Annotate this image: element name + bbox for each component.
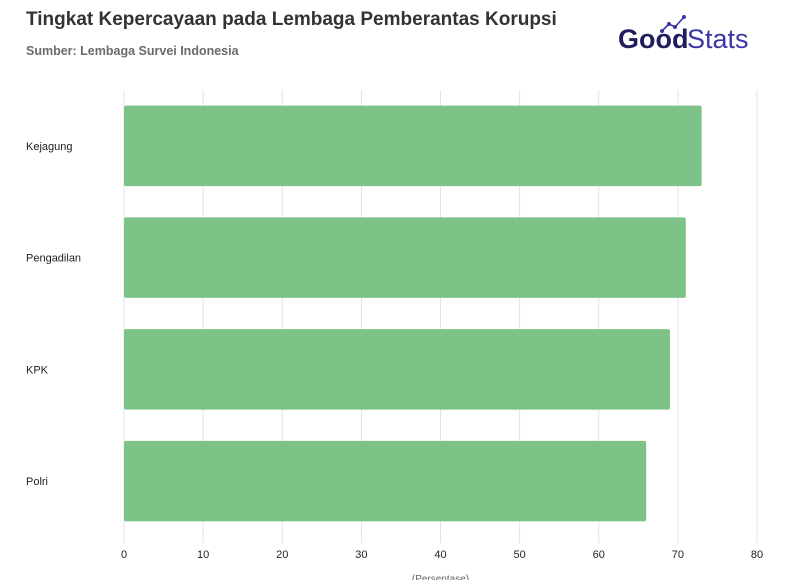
x-tick-label: 70 — [672, 549, 684, 561]
category-label: Pengadilan — [26, 253, 81, 265]
chart-title: Tingkat Kepercayaan pada Lembaga Pembera… — [26, 9, 557, 30]
bar — [124, 329, 670, 410]
x-tick-label: 50 — [514, 549, 526, 561]
logo-text-light: Stats — [687, 24, 749, 54]
x-tick-label: 10 — [197, 549, 209, 561]
x-tick-label: 80 — [751, 549, 763, 561]
bar — [124, 217, 686, 298]
x-tick-label: 20 — [276, 549, 288, 561]
x-tick-label: 0 — [121, 549, 127, 561]
bar — [124, 440, 647, 522]
category-label: KPK — [26, 364, 49, 376]
category-label: Kejagung — [26, 141, 73, 153]
category-label: Polri — [26, 476, 48, 488]
bar — [124, 105, 702, 187]
x-tick-label: 30 — [355, 549, 367, 561]
trend-line-icon — [660, 15, 686, 33]
goodstats-logo-graphic: Good Stats — [618, 15, 749, 54]
x-axis-title: (Persentase) — [412, 574, 469, 580]
chart-subtitle: Sumber: Lembaga Survei Indonesia — [26, 44, 239, 58]
x-tick-label: 60 — [593, 549, 605, 561]
x-tick-label: 40 — [434, 549, 446, 561]
goodstats-logo: Good Stats — [618, 14, 750, 54]
logo-text-bold: Good — [618, 24, 688, 54]
